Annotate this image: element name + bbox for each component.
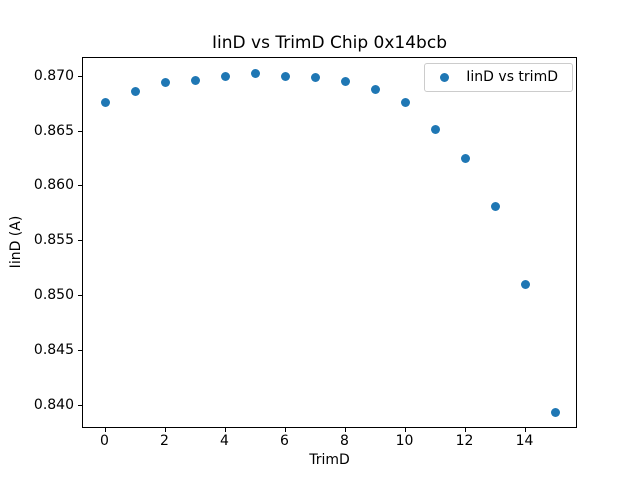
y-tick-label: 0.840 bbox=[33, 396, 74, 413]
data-point bbox=[430, 125, 440, 135]
y-tick-label: 0.845 bbox=[33, 342, 74, 359]
data-point bbox=[490, 202, 500, 212]
chart-title: IinD vs TrimD Chip 0x14bcb bbox=[212, 33, 447, 53]
plot-area: IinD vs trimD bbox=[82, 57, 577, 428]
y-tick-mark bbox=[78, 350, 82, 352]
x-axis-label: TrimD bbox=[309, 452, 350, 468]
x-tick-label: 6 bbox=[280, 433, 289, 449]
y-tick-mark bbox=[78, 185, 82, 187]
y-tick-label: 0.865 bbox=[33, 122, 74, 139]
y-tick-mark bbox=[78, 240, 82, 242]
data-point bbox=[310, 72, 320, 82]
x-tick-mark bbox=[164, 428, 166, 432]
data-point bbox=[220, 71, 230, 81]
x-tick-label: 10 bbox=[395, 433, 414, 449]
x-tick-mark bbox=[464, 428, 466, 432]
x-tick-label: 12 bbox=[455, 433, 474, 449]
data-point bbox=[520, 280, 530, 290]
data-point bbox=[550, 407, 560, 417]
data-point bbox=[400, 98, 410, 107]
data-point bbox=[160, 78, 170, 88]
x-tick-mark bbox=[224, 428, 226, 432]
data-point bbox=[340, 77, 350, 87]
data-point bbox=[130, 87, 140, 97]
y-tick-mark bbox=[78, 404, 82, 406]
legend-label: IinD vs trimD bbox=[466, 69, 558, 85]
y-tick-mark bbox=[78, 130, 82, 132]
data-point bbox=[190, 76, 200, 86]
x-tick-label: 8 bbox=[340, 433, 349, 449]
y-tick-mark bbox=[78, 295, 82, 297]
x-tick-label: 4 bbox=[220, 433, 229, 449]
y-tick-mark bbox=[78, 75, 82, 77]
x-tick-mark bbox=[524, 428, 526, 432]
data-point bbox=[370, 84, 380, 94]
data-point bbox=[250, 69, 260, 79]
data-point bbox=[100, 98, 110, 107]
y-tick-label: 0.855 bbox=[33, 232, 74, 249]
x-tick-label: 2 bbox=[160, 433, 169, 449]
x-tick-mark bbox=[404, 428, 406, 432]
data-point bbox=[460, 153, 470, 163]
y-tick-label: 0.860 bbox=[33, 177, 74, 194]
data-point bbox=[280, 71, 290, 81]
y-tick-label: 0.870 bbox=[33, 67, 74, 84]
y-tick-label: 0.850 bbox=[33, 287, 74, 304]
x-tick-mark bbox=[104, 428, 106, 432]
x-tick-mark bbox=[344, 428, 346, 432]
x-tick-label: 0 bbox=[100, 433, 109, 449]
legend: IinD vs trimD bbox=[424, 63, 573, 92]
x-tick-label: 14 bbox=[515, 433, 534, 449]
x-tick-mark bbox=[284, 428, 286, 432]
legend-marker-icon bbox=[440, 73, 450, 82]
